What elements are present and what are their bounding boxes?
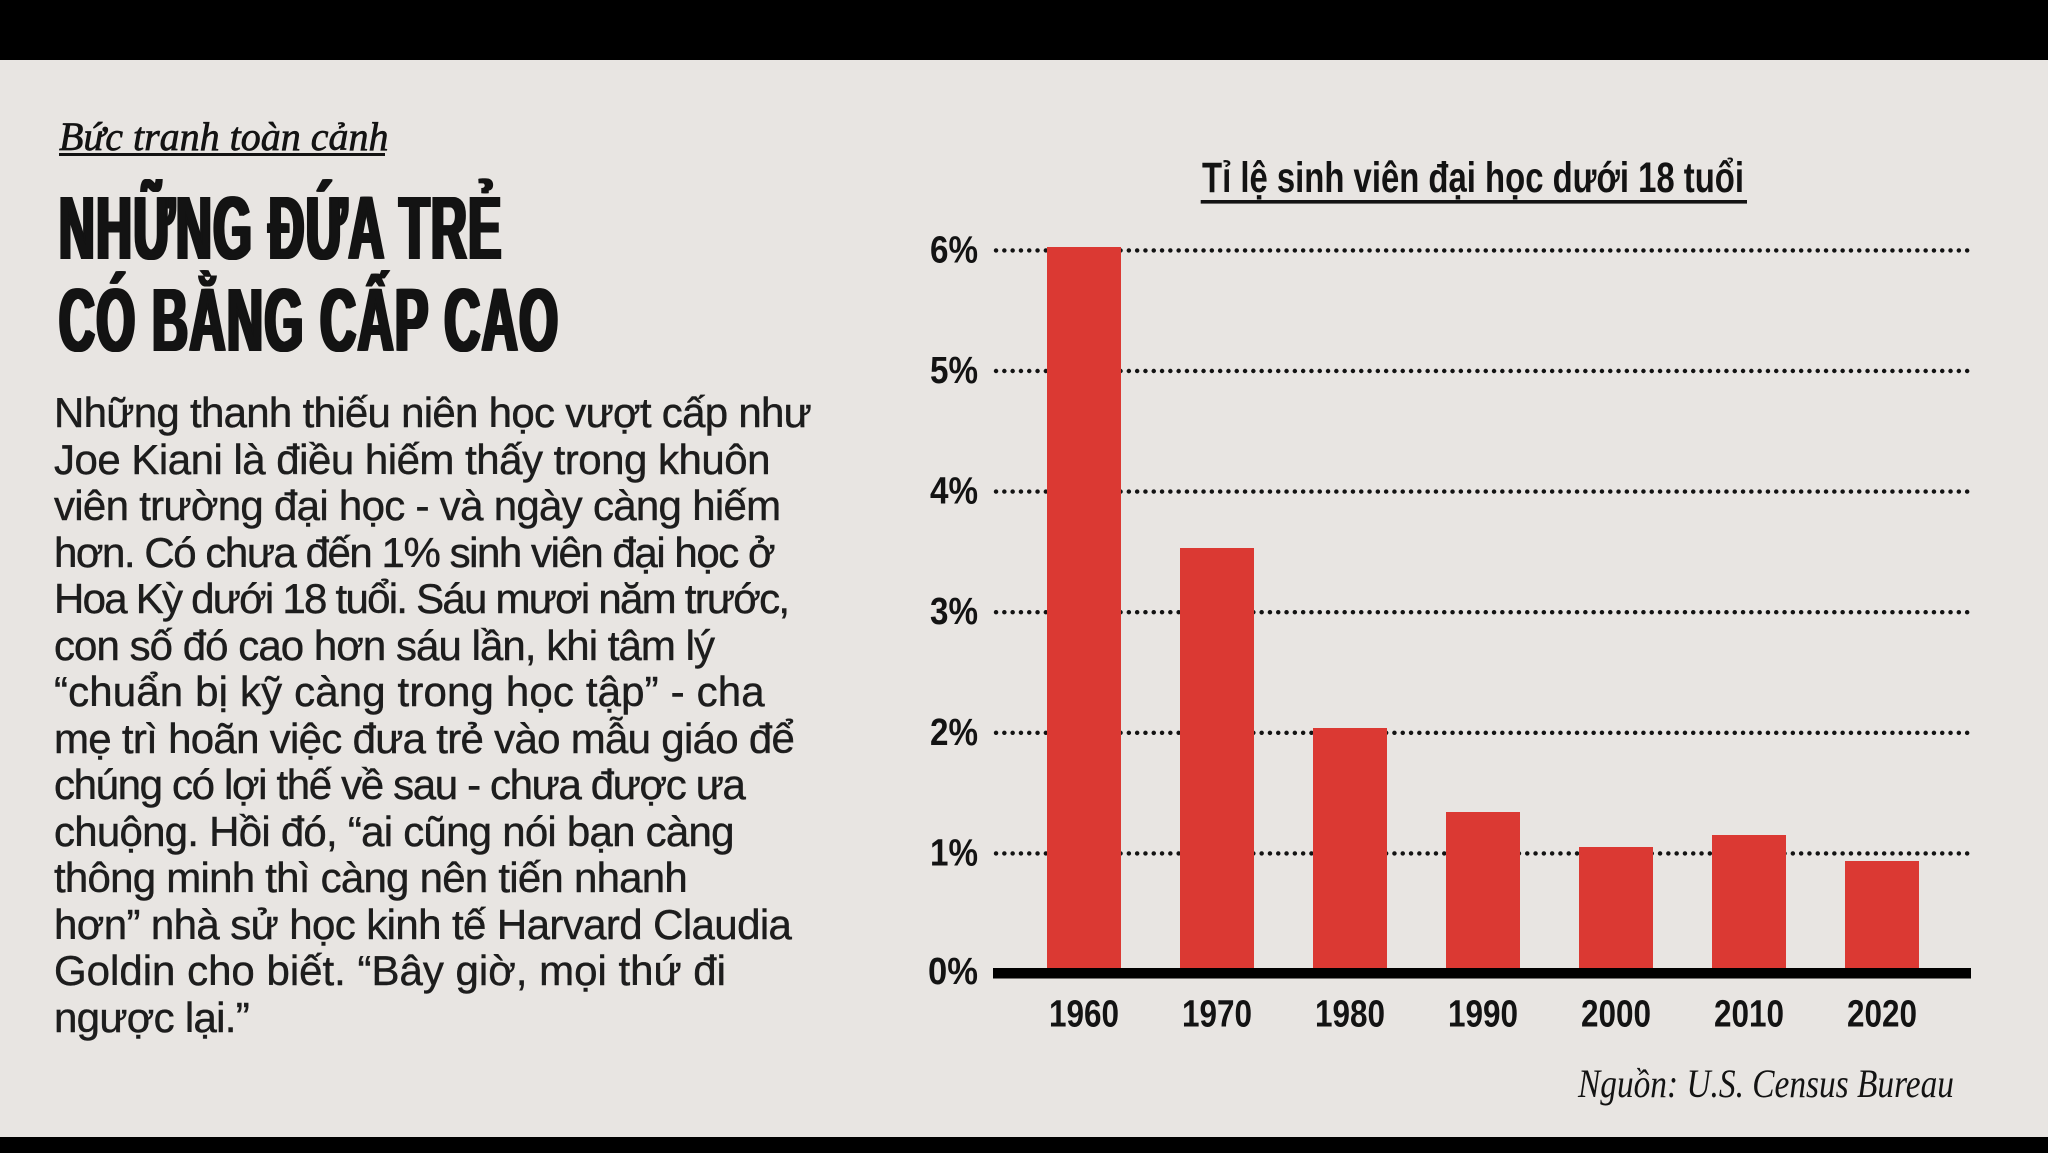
svg-text:3%: 3% xyxy=(930,591,978,633)
svg-text:2000: 2000 xyxy=(1581,994,1651,1036)
svg-text:0%: 0% xyxy=(928,951,978,993)
svg-text:5%: 5% xyxy=(930,350,978,392)
svg-text:Nguồn: U.S. Census Bureau: Nguồn: U.S. Census Bureau xyxy=(1577,1061,1954,1106)
svg-text:6%: 6% xyxy=(930,229,978,271)
svg-text:2020: 2020 xyxy=(1847,994,1917,1036)
svg-text:1970: 1970 xyxy=(1182,994,1252,1036)
svg-text:Tỉ lệ sinh viên đại học dưới 1: Tỉ lệ sinh viên đại học dưới 18 tuổi xyxy=(1202,154,1744,202)
svg-text:1980: 1980 xyxy=(1315,994,1385,1036)
svg-text:1960: 1960 xyxy=(1049,994,1119,1036)
svg-text:2%: 2% xyxy=(930,712,978,754)
svg-text:4%: 4% xyxy=(930,471,978,513)
svg-text:2010: 2010 xyxy=(1714,994,1784,1036)
svg-text:1%: 1% xyxy=(930,832,978,874)
svg-text:1990: 1990 xyxy=(1448,994,1518,1036)
